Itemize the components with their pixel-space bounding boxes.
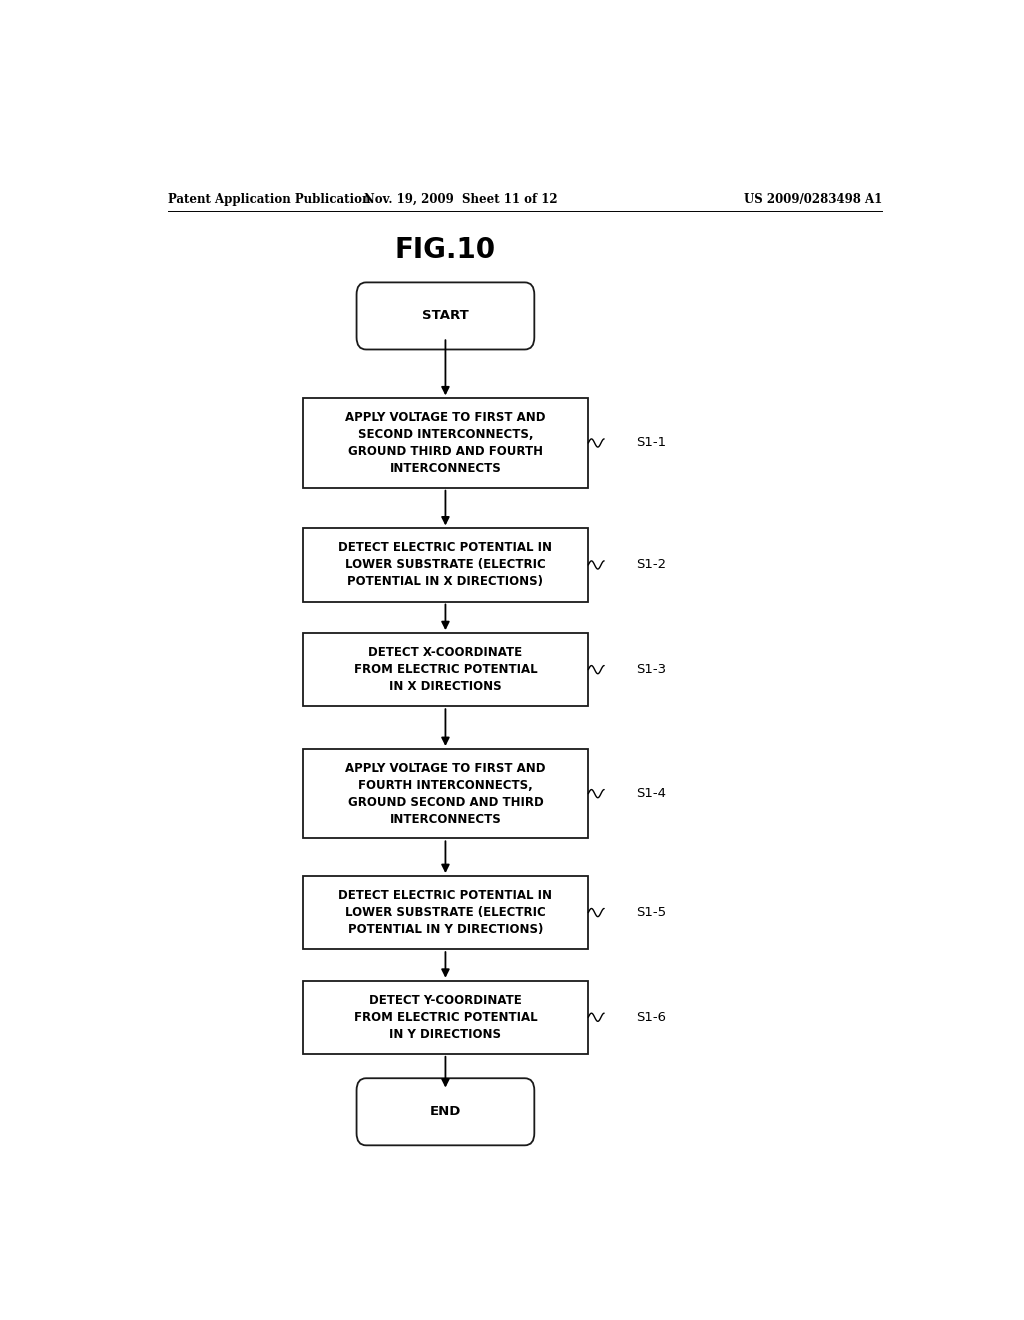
FancyBboxPatch shape	[356, 1078, 535, 1146]
Bar	[303, 528, 588, 602]
Text: S1-6: S1-6	[636, 1011, 666, 1024]
Text: APPLY VOLTAGE TO FIRST AND
FOURTH INTERCONNECTS,
GROUND SECOND AND THIRD
INTERCO: APPLY VOLTAGE TO FIRST AND FOURTH INTERC…	[345, 762, 546, 825]
Bar	[303, 876, 588, 949]
Text: Nov. 19, 2009  Sheet 11 of 12: Nov. 19, 2009 Sheet 11 of 12	[365, 193, 558, 206]
Text: DETECT ELECTRIC POTENTIAL IN
LOWER SUBSTRATE (ELECTRIC
POTENTIAL IN Y DIRECTIONS: DETECT ELECTRIC POTENTIAL IN LOWER SUBST…	[339, 890, 552, 936]
Text: S1-3: S1-3	[636, 663, 666, 676]
Bar	[303, 981, 588, 1053]
Text: S1-5: S1-5	[636, 906, 666, 919]
Text: S1-1: S1-1	[636, 437, 666, 450]
Text: DETECT X-COORDINATE
FROM ELECTRIC POTENTIAL
IN X DIRECTIONS: DETECT X-COORDINATE FROM ELECTRIC POTENT…	[353, 647, 538, 693]
Bar	[303, 399, 588, 487]
Text: US 2009/0283498 A1: US 2009/0283498 A1	[743, 193, 882, 206]
FancyBboxPatch shape	[356, 282, 535, 350]
Text: S1-4: S1-4	[636, 787, 666, 800]
Text: Patent Application Publication: Patent Application Publication	[168, 193, 371, 206]
Text: FIG.10: FIG.10	[395, 236, 496, 264]
Bar	[303, 748, 588, 838]
Text: S1-2: S1-2	[636, 558, 666, 572]
Text: DETECT ELECTRIC POTENTIAL IN
LOWER SUBSTRATE (ELECTRIC
POTENTIAL IN X DIRECTIONS: DETECT ELECTRIC POTENTIAL IN LOWER SUBST…	[339, 541, 552, 589]
Text: START: START	[422, 309, 469, 322]
Text: DETECT Y-COORDINATE
FROM ELECTRIC POTENTIAL
IN Y DIRECTIONS: DETECT Y-COORDINATE FROM ELECTRIC POTENT…	[353, 994, 538, 1040]
Bar	[303, 634, 588, 706]
Text: APPLY VOLTAGE TO FIRST AND
SECOND INTERCONNECTS,
GROUND THIRD AND FOURTH
INTERCO: APPLY VOLTAGE TO FIRST AND SECOND INTERC…	[345, 411, 546, 475]
Text: END: END	[430, 1105, 461, 1118]
